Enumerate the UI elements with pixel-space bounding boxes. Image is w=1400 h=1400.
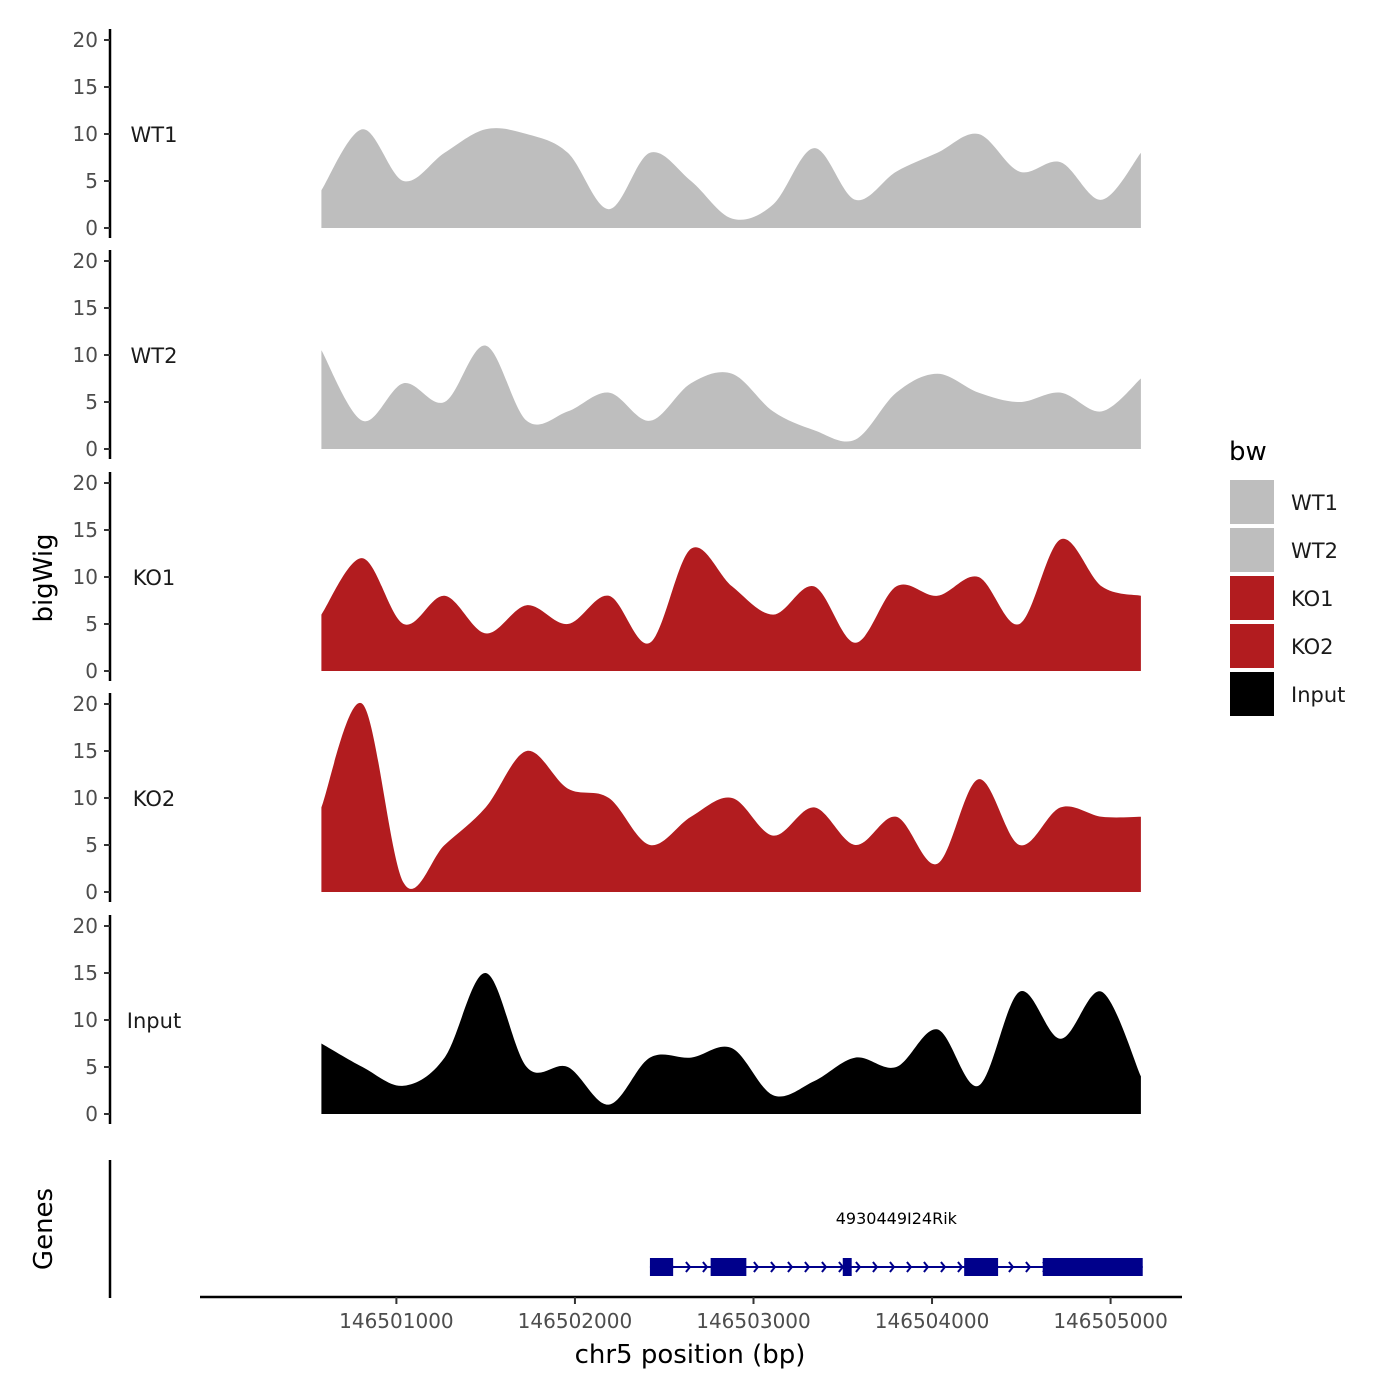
track-label-ko1: KO1 bbox=[133, 566, 176, 590]
gene-exon-5 bbox=[1042, 1258, 1143, 1276]
strand-arrow bbox=[957, 1261, 964, 1273]
track-ko1-tick-label-5: 5 bbox=[85, 612, 98, 636]
genes-track: 4930449I24Rik bbox=[108, 1160, 1143, 1298]
legend-label-ko2: KO2 bbox=[1291, 635, 1334, 659]
x-tick-label-146505000: 146505000 bbox=[1053, 1309, 1168, 1333]
track-label-input: Input bbox=[127, 1009, 181, 1033]
track-wt2-tick-label-10: 10 bbox=[73, 343, 98, 367]
track-wt1-tick-label-20: 20 bbox=[73, 28, 98, 52]
track-wt2-tick-label-15: 15 bbox=[73, 296, 98, 320]
track-wt1-tick-label-5: 5 bbox=[85, 169, 98, 193]
legend-swatch-ko2 bbox=[1230, 624, 1274, 668]
strand-arrow bbox=[702, 1261, 709, 1273]
track-wt2-tick-label-5: 5 bbox=[85, 390, 98, 414]
legend-label-wt2: WT2 bbox=[1291, 539, 1338, 563]
track-label-ko2: KO2 bbox=[133, 787, 176, 811]
track-ko1-tick-label-20: 20 bbox=[73, 471, 98, 495]
legend-title: bw bbox=[1229, 437, 1267, 467]
gene-name-label: 4930449I24Rik bbox=[836, 1209, 958, 1228]
strand-arrow bbox=[787, 1261, 794, 1273]
track-input-tick-label-15: 15 bbox=[73, 961, 98, 985]
x-tick-label-146503000: 146503000 bbox=[696, 1309, 811, 1333]
track-ko2-tick-label-5: 5 bbox=[85, 833, 98, 857]
track-wt1-tick-label-15: 15 bbox=[73, 75, 98, 99]
strand-arrow bbox=[770, 1261, 777, 1273]
track-input-tick-label-20: 20 bbox=[73, 914, 98, 938]
track-wt2-tick-label-20: 20 bbox=[73, 249, 98, 273]
track-ko2-tick-label-0: 0 bbox=[85, 880, 98, 904]
legend-swatch-wt2 bbox=[1230, 528, 1274, 572]
track-input-area bbox=[321, 972, 1141, 1114]
legend-swatch-ko1 bbox=[1230, 576, 1274, 620]
gene-exon-2 bbox=[710, 1258, 747, 1276]
x-axis-title: chr5 position (bp) bbox=[575, 1340, 806, 1370]
track-ko2: 0 5 10 15 20 KO2 bbox=[73, 692, 1141, 904]
track-ko2-tick-label-15: 15 bbox=[73, 739, 98, 763]
legend-label-wt1: WT1 bbox=[1291, 491, 1338, 515]
track-wt2-tick-label-0: 0 bbox=[85, 437, 98, 461]
legend-label-ko1: KO1 bbox=[1291, 587, 1334, 611]
track-input-tick-label-10: 10 bbox=[73, 1008, 98, 1032]
strand-arrow bbox=[940, 1261, 947, 1273]
genes-track-title: Genes bbox=[29, 1188, 59, 1270]
track-label-wt1: WT1 bbox=[131, 123, 178, 147]
track-wt1-area bbox=[321, 128, 1141, 228]
strand-arrow bbox=[821, 1261, 828, 1273]
gene-exon-4 bbox=[964, 1258, 999, 1276]
bigwig-tracks: 0 5 10 15 20 WT1 0 5 10 15 20 WT2 0 5 10 15 20 KO1 0 5 10 15 2… bbox=[73, 28, 1141, 1126]
track-ko1-tick-label-10: 10 bbox=[73, 565, 98, 589]
legend: bw WT1 WT2 KO1 KO2 Input bbox=[1229, 437, 1345, 716]
x-tick-label-146501000: 146501000 bbox=[339, 1309, 454, 1333]
track-wt1-tick-label-0: 0 bbox=[85, 216, 98, 240]
track-wt1: 0 5 10 15 20 WT1 bbox=[73, 28, 1141, 240]
track-wt2-area bbox=[321, 345, 1141, 449]
legend-label-input: Input bbox=[1291, 683, 1345, 707]
track-ko2-tick-label-20: 20 bbox=[73, 692, 98, 716]
strand-arrow bbox=[906, 1261, 913, 1273]
x-tick-label-146502000: 146502000 bbox=[518, 1309, 633, 1333]
strand-arrow bbox=[855, 1261, 862, 1273]
gene-exon-1 bbox=[649, 1258, 674, 1276]
y-axis-title: bigWig bbox=[29, 533, 59, 622]
strand-arrow bbox=[753, 1261, 760, 1273]
track-label-wt2: WT2 bbox=[131, 344, 178, 368]
x-axis: 146501000 146502000 146503000 146504000 1465… bbox=[200, 1295, 1182, 1333]
track-ko2-area bbox=[321, 702, 1141, 892]
track-input: 0 5 10 15 20 Input bbox=[73, 914, 1141, 1126]
track-ko1-tick-label-15: 15 bbox=[73, 518, 98, 542]
x-tick-label-146504000: 146504000 bbox=[875, 1309, 990, 1333]
legend-swatch-input bbox=[1230, 672, 1274, 716]
track-ko2-tick-label-10: 10 bbox=[73, 786, 98, 810]
track-ko1-area bbox=[321, 538, 1141, 671]
track-input-tick-label-0: 0 bbox=[85, 1102, 98, 1126]
gene-exon-3 bbox=[842, 1258, 852, 1276]
track-ko1: 0 5 10 15 20 KO1 bbox=[73, 471, 1141, 683]
strand-arrow bbox=[685, 1261, 692, 1273]
strand-arrow bbox=[804, 1261, 811, 1273]
strand-arrow bbox=[1025, 1261, 1032, 1273]
strand-arrow bbox=[1008, 1261, 1015, 1273]
strand-arrow bbox=[923, 1261, 930, 1273]
legend-swatch-wt1 bbox=[1230, 480, 1274, 524]
strand-arrow bbox=[872, 1261, 879, 1273]
track-input-tick-label-5: 5 bbox=[85, 1055, 98, 1079]
strand-arrow bbox=[889, 1261, 896, 1273]
track-ko1-tick-label-0: 0 bbox=[85, 659, 98, 683]
track-wt1-tick-label-10: 10 bbox=[73, 122, 98, 146]
track-wt2: 0 5 10 15 20 WT2 bbox=[73, 249, 1141, 461]
